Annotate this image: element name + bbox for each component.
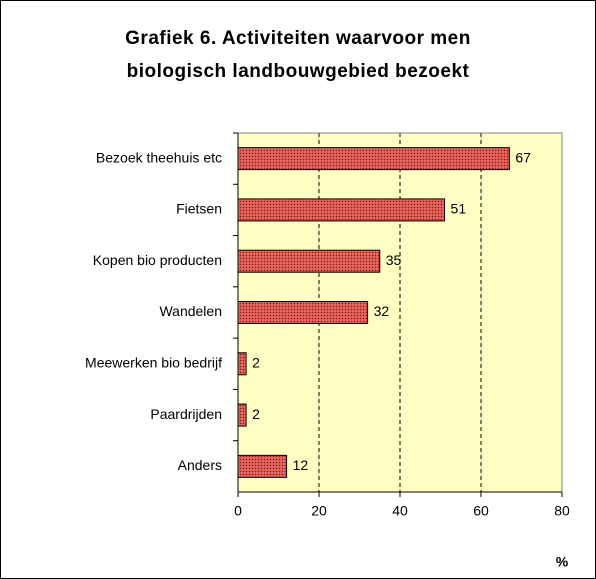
y-tick-label: Anders xyxy=(178,457,222,473)
bar xyxy=(237,249,381,273)
value-label: 2 xyxy=(252,354,260,370)
value-label: 51 xyxy=(451,201,467,217)
chart-title: Grafiek 6. Activiteiten waarvoor men bio… xyxy=(125,28,471,82)
x-tick-label: 40 xyxy=(392,503,408,519)
y-tick-label: Meewerken bio bedrijf xyxy=(85,354,222,370)
bar xyxy=(237,403,247,427)
bar xyxy=(237,352,247,376)
x-tick-label: 20 xyxy=(311,503,327,519)
y-tick-label: Wandelen xyxy=(159,303,222,319)
value-label: 2 xyxy=(252,406,260,422)
x-tick-label: 60 xyxy=(473,503,489,519)
value-label: 67 xyxy=(515,149,531,165)
value-label: 35 xyxy=(386,252,402,268)
y-tick-label: Bezoek theehuis etc xyxy=(96,149,222,165)
bar xyxy=(237,301,369,324)
y-tick-label: Paardrijden xyxy=(150,406,222,422)
bar xyxy=(237,454,288,478)
bar xyxy=(237,147,510,171)
value-label: 12 xyxy=(293,457,309,473)
value-label: 32 xyxy=(374,303,390,319)
x-tick-label: 0 xyxy=(234,503,242,519)
x-tick-label: 80 xyxy=(554,503,570,519)
x-axis-label: % xyxy=(556,554,569,570)
y-tick-label: Fietsen xyxy=(176,201,222,217)
bar xyxy=(237,198,446,222)
y-tick-label: Kopen bio producten xyxy=(93,252,222,268)
